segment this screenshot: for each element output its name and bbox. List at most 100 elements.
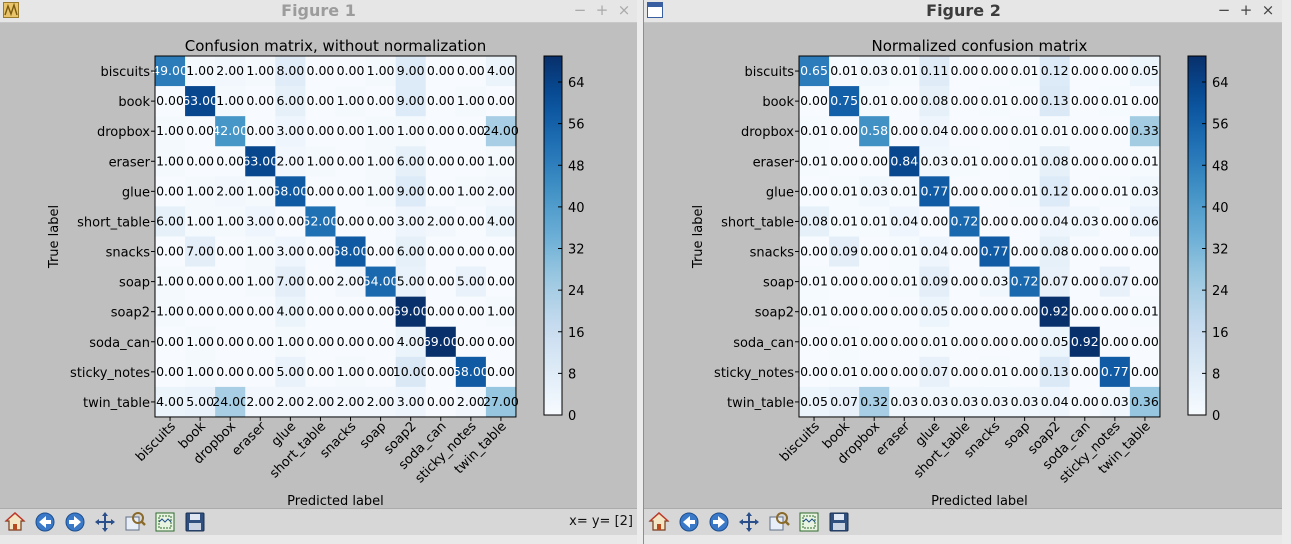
pan-move-button[interactable]	[93, 510, 118, 534]
heatmap-cell	[275, 116, 306, 147]
cell-label: 0.01	[830, 334, 858, 349]
heatmap-cell	[485, 206, 517, 237]
heatmap-cell	[425, 86, 457, 117]
cell-label: 1.00	[367, 123, 395, 138]
heatmap-cell	[919, 176, 950, 207]
cell-label: 2.00	[276, 394, 304, 409]
heatmap-cell	[365, 56, 397, 87]
heatmap-cell	[185, 206, 216, 237]
close-button[interactable]: ×	[1261, 1, 1275, 19]
back-arrow-button[interactable]	[33, 510, 58, 534]
forward-arrow-button[interactable]	[63, 510, 88, 534]
colorbar-tick-label: 32	[1212, 243, 1229, 258]
cell-label: 2.00	[307, 394, 335, 409]
save-icon	[185, 512, 205, 532]
cell-label: 0.00	[1071, 93, 1099, 108]
minimize-button[interactable]: −	[573, 1, 587, 19]
plot-frame	[798, 55, 1161, 418]
cell-label: 0.00	[1071, 63, 1099, 78]
cell-label: 0.00	[427, 93, 455, 108]
cell-label: 1.00	[186, 63, 214, 78]
heatmap-cell	[829, 86, 860, 117]
heatmap-cell	[829, 296, 860, 328]
heatmap-cell	[1039, 386, 1071, 418]
heatmap-cell	[829, 206, 860, 237]
heatmap-cell	[155, 266, 186, 298]
heatmap-cell	[245, 146, 276, 177]
forward-arrow-icon	[709, 512, 729, 532]
heatmap-cell	[425, 56, 457, 87]
save-button[interactable]	[827, 510, 852, 534]
heatmap-cell	[949, 326, 980, 358]
cell-label: 0.01	[890, 244, 918, 259]
cell-label: 0.00	[981, 304, 1009, 319]
heatmap-cell	[275, 146, 306, 177]
y-tick-label: snacks	[750, 246, 795, 261]
cell-label: 0.00	[1011, 93, 1039, 108]
heatmap-cell	[859, 116, 890, 147]
heatmap-cell	[305, 356, 336, 388]
home-button[interactable]	[647, 510, 672, 534]
cell-label: 0.03	[981, 274, 1009, 289]
cell-label: 1.00	[337, 93, 365, 108]
heatmap-cell	[1039, 206, 1071, 237]
subplots-configure-button[interactable]	[153, 510, 178, 534]
heatmap-cell	[395, 146, 427, 177]
cell-label: 0.00	[337, 213, 365, 228]
figure-canvas[interactable]: Normalized confusion matrix 0.65 0.01 0.03 0…	[644, 23, 1283, 508]
heatmap-cell	[455, 266, 487, 298]
cell-label: 0.00	[951, 334, 979, 349]
zoom-button[interactable]	[767, 510, 792, 534]
y-tick-label: twin_table	[727, 396, 794, 411]
heatmap-cell	[949, 266, 980, 298]
heatmap-cell	[215, 146, 246, 177]
cell-label: 0.00	[860, 304, 888, 319]
heatmap-cell	[889, 206, 920, 237]
cell-label: 0.00	[1011, 304, 1039, 319]
cell-label: 0.00	[860, 334, 888, 349]
heatmap-cell	[245, 206, 276, 237]
maximize-button[interactable]: +	[595, 1, 609, 19]
subplots-configure-button[interactable]	[797, 510, 822, 534]
cell-label: 0.01	[1011, 153, 1039, 168]
heatmap-cell	[185, 176, 216, 207]
heatmap-cell	[365, 386, 397, 418]
cell-label: 2.00	[337, 394, 365, 409]
heatmap-cell	[919, 146, 950, 177]
heatmap-cell	[275, 296, 306, 328]
cell-label: 1.00	[367, 153, 395, 168]
y-tick-label: soap2	[111, 306, 150, 321]
pan-move-button[interactable]	[737, 510, 762, 534]
cell-label: 4.00	[487, 213, 515, 228]
title-bar[interactable]: Figure 1 − + ×	[0, 0, 637, 23]
colorbar-tick-label: 40	[1212, 201, 1229, 216]
cell-label: 0.00	[1101, 63, 1129, 78]
heatmap-cell	[919, 56, 950, 87]
heatmap-cell	[979, 86, 1010, 117]
cell-label: 0.01	[860, 93, 888, 108]
heatmap-cell	[979, 266, 1010, 298]
cell-label: 0.00	[800, 334, 828, 349]
figure-canvas[interactable]: Confusion matrix, without normalization 4…	[0, 23, 637, 508]
back-arrow-icon	[679, 512, 699, 532]
cell-label: 0.09	[920, 274, 948, 289]
heatmap-cell	[1069, 356, 1101, 388]
heatmap-cell	[275, 386, 306, 418]
cell-label: 3.00	[397, 394, 425, 409]
save-button[interactable]	[183, 510, 208, 534]
cell-label: 3.00	[276, 244, 304, 259]
title-bar[interactable]: Figure 2 − + ×	[644, 0, 1283, 23]
back-arrow-button[interactable]	[677, 510, 702, 534]
heatmap-cell	[1099, 176, 1131, 207]
cell-label: 0.00	[1131, 334, 1159, 349]
heatmap-cell	[1009, 56, 1041, 87]
maximize-button[interactable]: +	[1239, 1, 1253, 19]
cell-label: 0.00	[367, 334, 395, 349]
home-button[interactable]	[3, 510, 28, 534]
forward-arrow-button[interactable]	[707, 510, 732, 534]
zoom-button[interactable]	[123, 510, 148, 534]
minimize-button[interactable]: −	[1217, 1, 1231, 19]
close-button[interactable]: ×	[617, 1, 631, 19]
cell-label: 0.00	[951, 244, 979, 259]
cell-label: 1.00	[246, 274, 274, 289]
